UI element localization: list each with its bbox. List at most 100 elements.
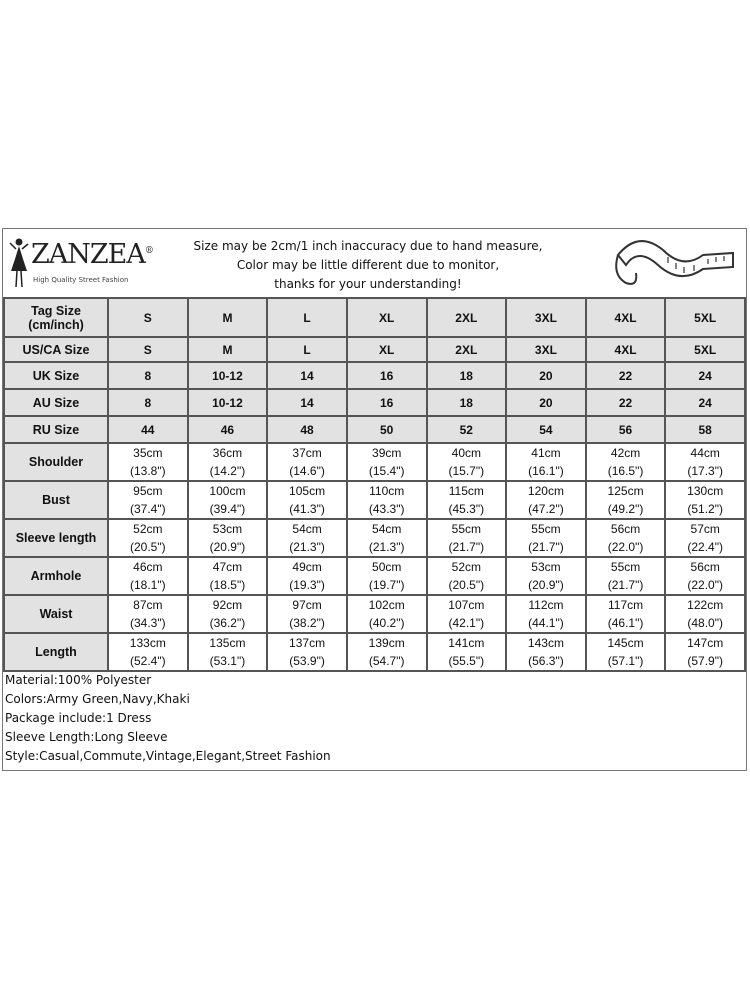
measurement-cell: 52cm (20.5") <box>425 556 508 596</box>
cm-value: 55cm <box>531 522 561 536</box>
cm-value: 54cm <box>372 522 402 536</box>
measurement-cell: 141cm (55.5") <box>425 632 508 672</box>
size-cell: 52 <box>425 415 508 444</box>
measurement-row: Shoulder 35cm (13.8") 36cm (14.2") 37cm (14.6"… <box>3 442 746 482</box>
measurement-row: Armhole 46cm (18.1") 47cm (18.5") 49cm (19.3")… <box>3 556 746 596</box>
inch-value: (22.0") <box>687 578 723 592</box>
row-label: Shoulder <box>3 442 109 482</box>
measurement-cell: 55cm (21.7") <box>584 556 667 596</box>
cm-value: 105cm <box>289 484 326 498</box>
measurement-cell: 97cm (38.2") <box>266 594 348 634</box>
size-cell: 54 <box>505 415 587 444</box>
size-cell: 18 <box>425 361 508 390</box>
cm-value: 120cm <box>527 484 564 498</box>
cm-value: 97cm <box>292 598 322 612</box>
inch-value: (49.2") <box>607 502 644 516</box>
inch-value: (57.1") <box>607 654 644 668</box>
size-cell: 4XL <box>584 297 667 338</box>
inch-value: (20.5") <box>130 540 166 554</box>
cm-value: 135cm <box>209 636 246 650</box>
inch-value: (15.7") <box>448 464 485 478</box>
row-label: Armhole <box>3 556 109 596</box>
brand-tagline: High Quality Street Fashion <box>33 276 129 284</box>
notice-line: Color may be little different due to mon… <box>236 258 500 272</box>
cm-value: 122cm <box>687 598 724 612</box>
size-cell: 58 <box>664 415 746 444</box>
inch-value: (20.9") <box>209 540 246 554</box>
measurement-cell: 105cm (41.3") <box>266 480 348 520</box>
size-cell: 24 <box>664 388 746 417</box>
cm-value: 47cm <box>212 560 243 574</box>
inch-value: (43.3") <box>368 502 405 516</box>
size-cell: 18 <box>425 388 508 417</box>
measurement-cell: 120cm (47.2") <box>505 480 587 520</box>
measurement-cell: 143cm (56.3") <box>505 632 587 672</box>
measurement-cell: 42cm (16.5") <box>584 442 667 482</box>
inch-value: (17.3") <box>687 464 723 478</box>
row-label: Length <box>3 632 109 672</box>
measurement-cell: 39cm (15.4") <box>345 442 428 482</box>
brand-name: ZANZEA® <box>31 239 154 270</box>
size-cell: XL <box>345 297 428 338</box>
measurement-cell: 54cm (21.3") <box>345 518 428 558</box>
cm-value: 130cm <box>687 484 724 498</box>
measurement-cell: 54cm (21.3") <box>266 518 348 558</box>
size-cell: XL <box>345 336 428 363</box>
inch-value: (20.9") <box>528 578 564 592</box>
size-row: UK Size 8 10-12 14 16 18 20 22 24 <box>3 361 746 390</box>
inch-value: (44.1") <box>528 616 564 630</box>
size-cell: 2XL <box>425 297 508 338</box>
inch-value: (16.5") <box>607 464 644 478</box>
measurement-cell: 35cm (13.8") <box>107 442 189 482</box>
measurement-cell: 125cm (49.2") <box>584 480 667 520</box>
cm-value: 52cm <box>451 560 481 574</box>
measurement-cell: 137cm (53.9") <box>266 632 348 672</box>
row-label: US/CA Size <box>3 336 109 363</box>
inch-value: (51.2") <box>687 502 723 516</box>
row-label: AU Size <box>3 388 109 417</box>
inch-value: (56.3") <box>528 654 564 668</box>
size-cell: M <box>186 297 269 338</box>
cm-value: 133cm <box>129 636 166 650</box>
cm-value: 112cm <box>528 598 564 612</box>
inch-value: (54.7") <box>368 654 405 668</box>
measurement-cell: 55cm (21.7") <box>425 518 508 558</box>
inch-value: (46.1") <box>607 616 644 630</box>
measurement-cell: 145cm (57.1") <box>584 632 667 672</box>
cm-value: 40cm <box>451 446 481 460</box>
notice-line: thanks for your understanding! <box>274 277 462 291</box>
size-cell: L <box>266 297 348 338</box>
inch-value: (14.2") <box>209 464 246 478</box>
inch-value: (37.4") <box>130 502 166 516</box>
cm-value: 143cm <box>527 636 564 650</box>
measurement-cell: 95cm (37.4") <box>107 480 189 520</box>
cm-value: 50cm <box>372 560 402 574</box>
size-cell: L <box>266 336 348 363</box>
measurement-cell: 107cm (42.1") <box>425 594 508 634</box>
notice-line: Size may be 2cm/1 inch inaccuracy due to… <box>193 239 543 253</box>
measurement-cell: 112cm (44.1") <box>505 594 587 634</box>
note-colors: Colors:Army Green,Navy,Khaki <box>5 692 190 706</box>
cm-value: 39cm <box>372 446 402 460</box>
measurement-cell: 56cm (22.0") <box>584 518 667 558</box>
measurement-cell: 115cm (45.3") <box>425 480 508 520</box>
product-notes: Material:100% Polyester Colors:Army Gree… <box>5 671 331 766</box>
size-cell: 14 <box>266 388 348 417</box>
inch-value: (36.2") <box>209 616 246 630</box>
inch-value: (14.6") <box>289 464 325 478</box>
row-label: RU Size <box>3 415 109 444</box>
size-cell: S <box>107 297 189 338</box>
measurement-cell: 50cm (19.7") <box>345 556 428 596</box>
size-cell: 22 <box>584 388 667 417</box>
row-label: Bust <box>3 480 109 520</box>
measurement-cell: 47cm (18.5") <box>186 556 269 596</box>
measurement-cell: 46cm (18.1") <box>107 556 189 596</box>
inch-value: (38.2") <box>289 616 325 630</box>
size-row: RU Size 44 46 48 50 52 54 56 58 <box>3 415 746 444</box>
size-cell: 4XL <box>584 336 667 363</box>
size-cell: 16 <box>345 388 428 417</box>
size-cell: 8 <box>107 361 189 390</box>
measurement-cell: 36cm (14.2") <box>186 442 269 482</box>
size-cell: 2XL <box>425 336 508 363</box>
measurement-cell: 133cm (52.4") <box>107 632 189 672</box>
